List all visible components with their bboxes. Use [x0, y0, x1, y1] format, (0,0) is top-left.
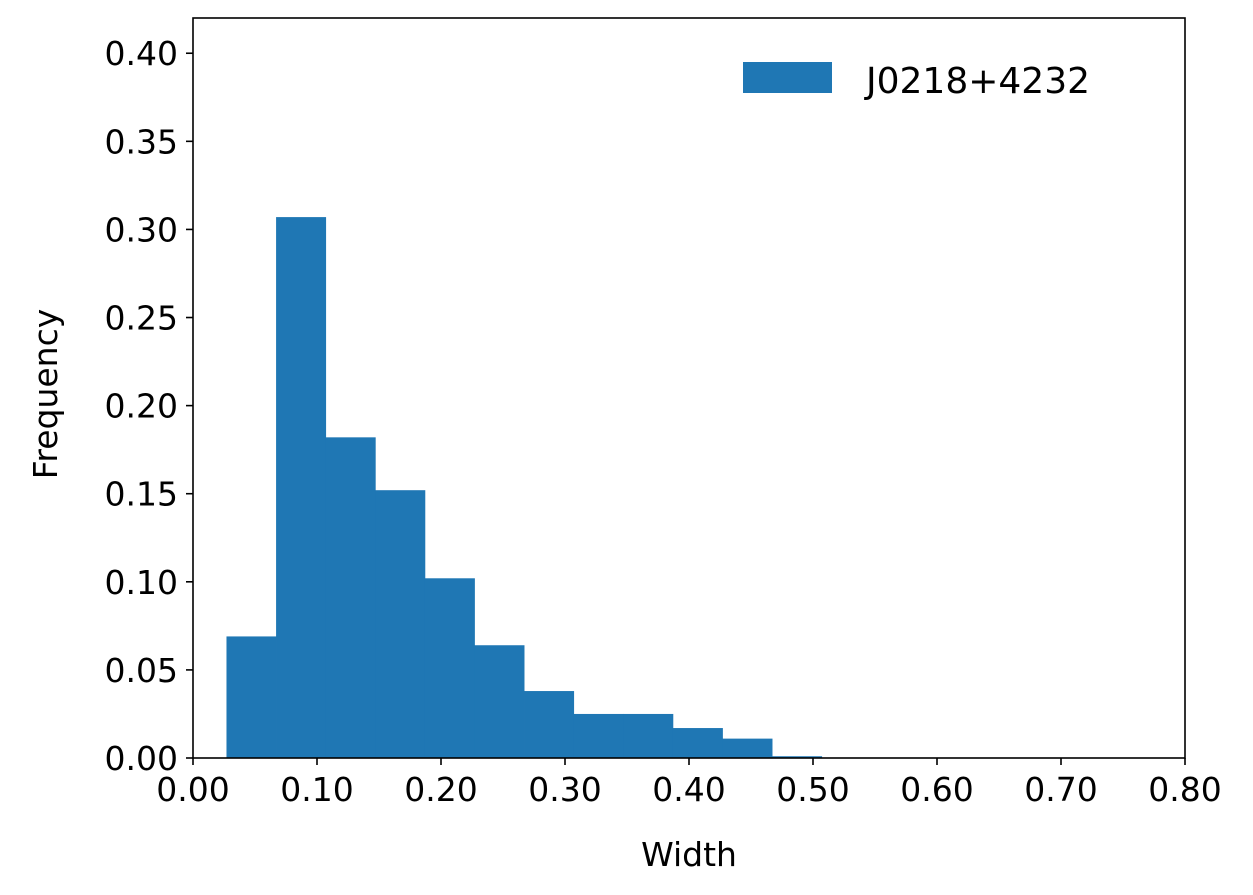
x-axis-ticks: 0.00 0.10 0.20 0.30 0.40 0.50 0.60 0.70 0.80 [156, 758, 1222, 809]
y-tick-label: 0.00 [105, 739, 178, 778]
histogram-bar [772, 756, 823, 758]
histogram-bar [325, 437, 376, 758]
y-tick-label: 0.05 [105, 651, 178, 690]
y-tick-label: 0.40 [105, 34, 178, 73]
histogram-bar [623, 713, 674, 758]
histogram-bar [722, 738, 773, 758]
y-tick-label: 0.20 [105, 387, 178, 426]
histogram-bar [424, 578, 475, 758]
y-tick-label: 0.15 [105, 475, 178, 514]
legend-label: J0218+4232 [864, 61, 1090, 102]
y-axis-ticks: 0.00 0.05 0.10 0.15 0.20 0.25 0.30 0.35 0.40 [105, 34, 193, 778]
x-tick-label: 0.20 [404, 770, 477, 809]
histogram-bar [276, 217, 327, 759]
x-tick-label: 0.80 [1148, 770, 1221, 809]
y-tick-label: 0.30 [105, 210, 178, 249]
x-tick-label: 0.50 [776, 770, 849, 809]
y-tick-label: 0.35 [105, 122, 178, 161]
histogram-bar [524, 691, 575, 758]
histogram-bar [672, 728, 723, 758]
x-tick-label: 0.00 [156, 770, 229, 809]
x-tick-label: 0.40 [652, 770, 725, 809]
x-axis-label: Width [641, 835, 737, 874]
y-tick-label: 0.25 [105, 299, 178, 338]
x-tick-label: 0.60 [900, 770, 973, 809]
legend: J0218+4232 [743, 61, 1090, 102]
histogram-bar [573, 713, 624, 758]
histogram-bar [474, 645, 525, 758]
histogram-bar [375, 490, 426, 758]
y-tick-label: 0.10 [105, 563, 178, 602]
legend-swatch [743, 62, 832, 93]
histogram-bars [226, 217, 823, 759]
plot-frame [192, 17, 1186, 759]
x-tick-label: 0.10 [280, 770, 353, 809]
x-tick-label: 0.70 [1024, 770, 1097, 809]
histogram-bar [226, 636, 277, 758]
y-axis-label: Frequency [26, 309, 65, 479]
x-tick-label: 0.30 [528, 770, 601, 809]
